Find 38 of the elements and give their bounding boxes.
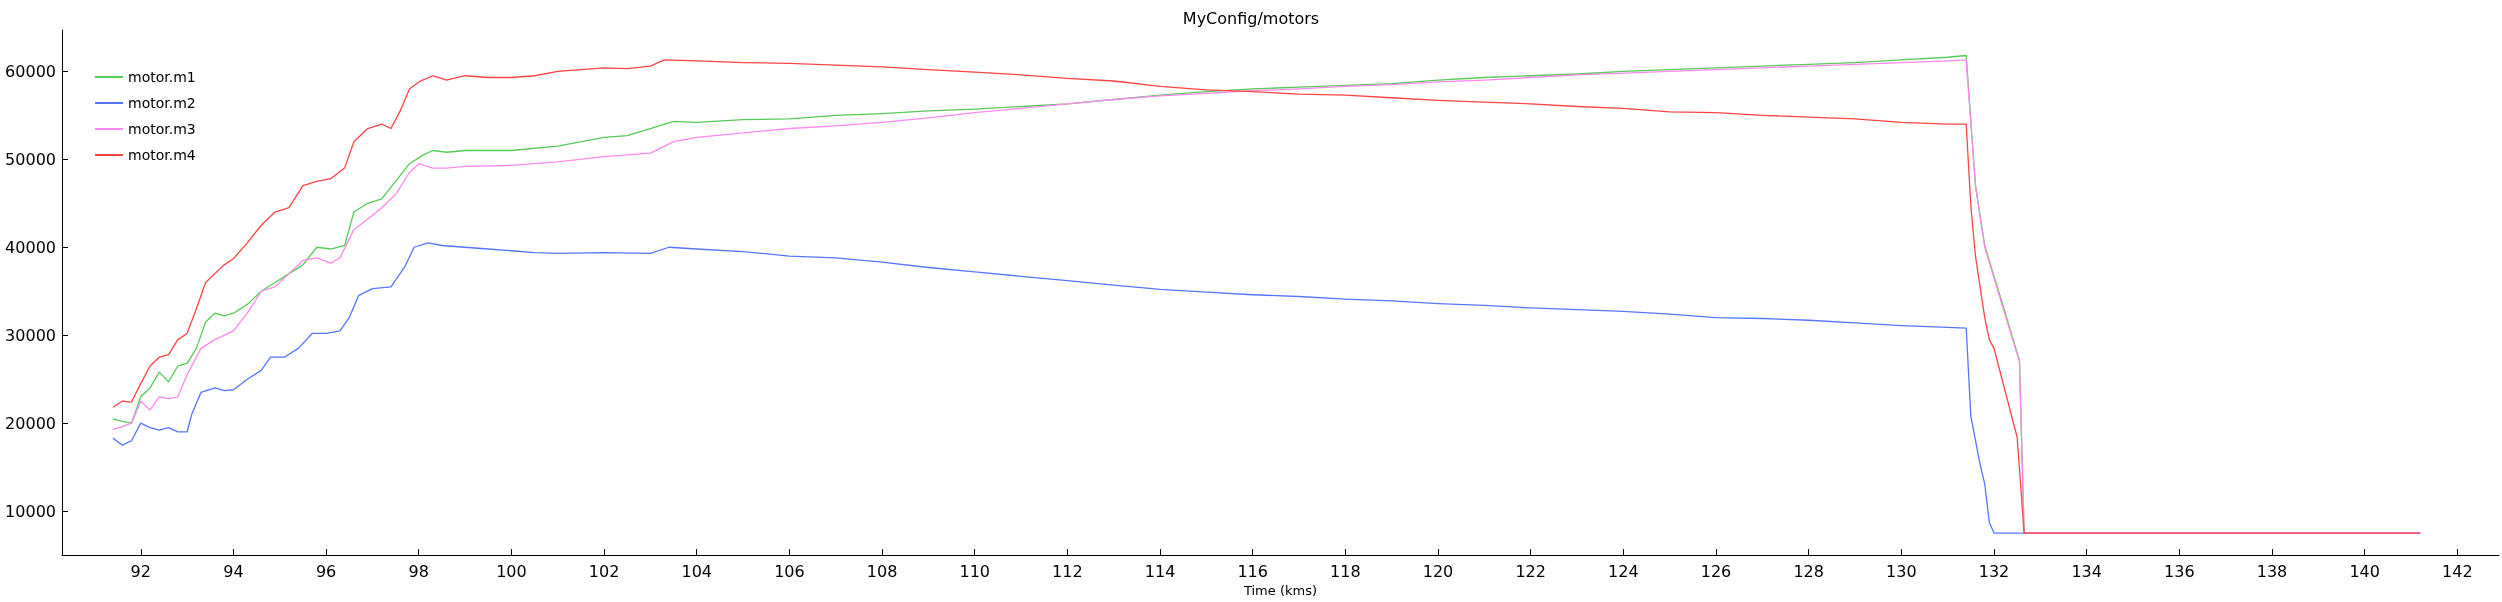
legend-label: motor.m4	[128, 147, 196, 163]
x-tick-label: 98	[408, 561, 429, 581]
y-tick-label: 40000	[5, 237, 56, 257]
x-tick-label: 96	[315, 561, 337, 581]
legend-label: motor.m3	[128, 121, 196, 137]
x-tick-label: 108	[866, 561, 898, 581]
y-tick-label: 20000	[5, 413, 56, 433]
x-tick-label: 100	[496, 561, 527, 581]
legend-label: motor.m2	[128, 95, 196, 111]
x-tick-label: 94	[223, 561, 244, 581]
y-tick-label: 60000	[5, 61, 56, 81]
x-tick-label: 120	[1422, 561, 1454, 581]
x-tick-label: 136	[2164, 561, 2195, 581]
x-tick-label: 118	[1330, 561, 1361, 581]
x-tick-label: 124	[1608, 561, 1639, 581]
x-axis-title: Time (kms)	[1242, 583, 1318, 598]
x-tick-label: 104	[681, 561, 713, 581]
y-tick-label: 10000	[5, 501, 56, 521]
x-tick-label: 126	[1700, 561, 1732, 581]
x-tick-label: 138	[2256, 561, 2288, 581]
x-tick-label: 110	[959, 561, 990, 581]
x-tick-label: 112	[1052, 561, 1083, 581]
x-tick-label: 102	[588, 561, 620, 581]
x-tick-label: 122	[1515, 561, 1546, 581]
x-tick-label: 134	[2071, 561, 2102, 581]
legend-label: motor.m1	[128, 69, 196, 85]
x-tick-label: 128	[1793, 561, 1824, 581]
x-tick-label: 106	[774, 561, 805, 581]
x-tick-label: 142	[2442, 561, 2473, 581]
x-tick-label: 92	[130, 561, 151, 581]
x-tick-label: 116	[1237, 561, 1268, 581]
y-tick-label: 30000	[5, 325, 56, 345]
x-tick-label: 140	[2349, 561, 2380, 581]
chart-title: MyConfig/motors	[1182, 8, 1320, 28]
x-tick-label: 114	[1144, 561, 1176, 581]
y-tick-label: 50000	[5, 149, 56, 169]
x-tick-label: 132	[1978, 561, 2010, 581]
x-tick-label: 130	[1886, 561, 1917, 581]
